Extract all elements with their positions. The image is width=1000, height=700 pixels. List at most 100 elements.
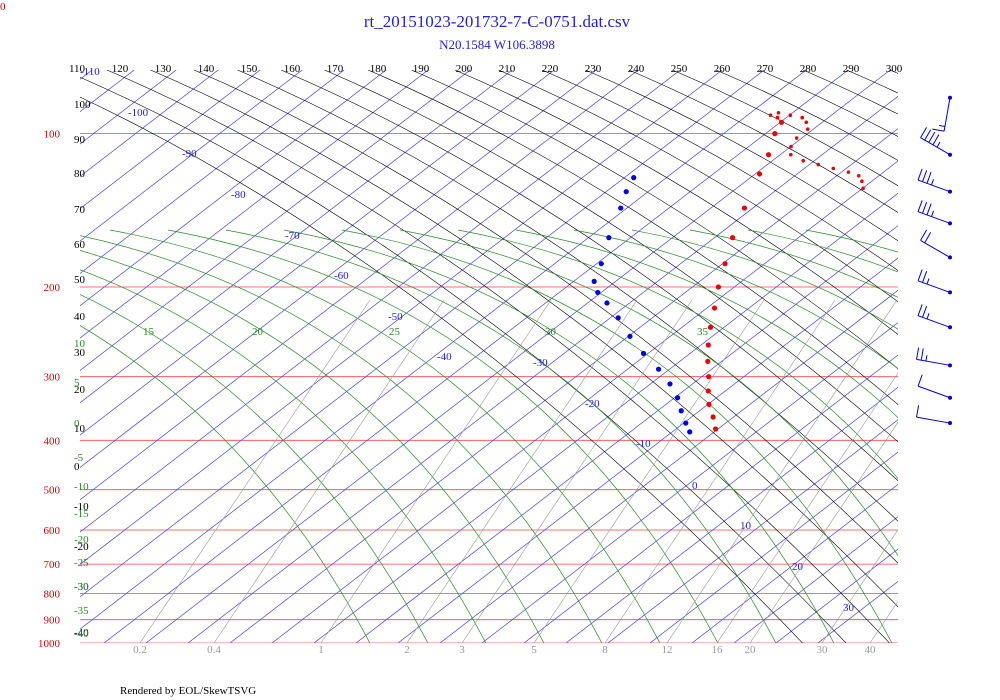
wind-barb-flag — [925, 355, 928, 362]
isotherm-line — [439, 289, 898, 643]
wind-barb-staff — [917, 280, 951, 293]
temperature-point — [711, 305, 718, 311]
isotherm-label: -110 — [80, 66, 100, 78]
theta-top-label: 160 — [284, 63, 301, 75]
wind-barb-flag — [922, 201, 928, 214]
wind-barb-staff — [920, 137, 951, 156]
theta-left-label: 50 — [74, 274, 86, 286]
isotherm-line — [103, 70, 849, 643]
dewpoint-point — [595, 289, 601, 296]
moist-adiabat-label: 0 — [74, 418, 80, 430]
pressure-label: 1000 — [38, 638, 61, 650]
isotherm-label: -50 — [388, 311, 403, 323]
dewpoint-point — [674, 395, 681, 401]
temperature-upper-point — [805, 127, 810, 131]
theta-top-label: 250 — [671, 63, 688, 75]
theta-top-label: 120 — [112, 63, 129, 75]
chart-title: rt_20151023-201732-7-C-0751.dat.csv — [364, 12, 631, 31]
mixing-ratio-line — [666, 299, 898, 643]
temperature-upper-point — [801, 158, 806, 163]
theta-top-label: 210 — [499, 63, 516, 75]
isotherm-line — [80, 70, 513, 404]
mixing-ratio-line — [749, 421, 898, 643]
theta-left-label: 90 — [74, 134, 86, 146]
temperature-point — [722, 261, 728, 267]
mixing-ratio-line — [139, 299, 371, 643]
theta-top-label: 130 — [155, 63, 172, 75]
isotherm-line — [80, 70, 93, 80]
wind-barb-flag — [930, 179, 934, 186]
theta-left-label: -30 — [74, 581, 89, 593]
moist-adiabat — [689, 229, 898, 298]
dewpoint-point — [618, 205, 624, 211]
dewpoint-point — [604, 300, 610, 306]
theta-top-label: 180 — [370, 63, 387, 75]
temperature-point — [707, 324, 714, 330]
dry-adiabat — [934, 70, 1000, 683]
isotherm-line — [229, 128, 898, 643]
dry-adiabat — [715, 70, 898, 161]
temperature-point — [741, 205, 748, 211]
theta-top-label: 150 — [241, 63, 258, 75]
isotherm-line — [271, 160, 898, 643]
isotherm-label: -40 — [437, 351, 452, 363]
temperature-upper-point — [800, 115, 805, 120]
isotherm-line — [355, 225, 898, 643]
wind-barb-flag — [926, 313, 930, 320]
moist-adiabat — [80, 250, 545, 643]
temperature-point — [756, 171, 763, 177]
dry-adiabat — [237, 70, 898, 522]
moist-adiabat-label: -20 — [74, 534, 89, 546]
wind-barb-staff — [916, 358, 951, 366]
isotherm-line — [145, 70, 891, 643]
moist-adiabat — [631, 229, 898, 330]
dry-adiabat — [150, 70, 898, 608]
theta-left-label: -10 — [74, 501, 89, 513]
dewpoint-point — [627, 333, 633, 339]
moist-adiabat — [747, 229, 898, 273]
wind-barb-flag — [916, 405, 920, 418]
isotherm-label: 20 — [792, 561, 804, 573]
moist-adiabat — [80, 294, 429, 643]
wind-barb-flag — [917, 374, 923, 387]
dry-adiabat — [541, 70, 898, 271]
moist-adiabat — [80, 269, 487, 643]
dry-adiabat — [759, 70, 898, 137]
moist-adiabat — [341, 229, 893, 643]
isotherm-line — [80, 70, 681, 533]
pressure-label: 300 — [44, 372, 61, 384]
wind-barb-flag — [936, 141, 941, 148]
isotherm-line — [80, 70, 765, 598]
theta-left-label: 100 — [74, 99, 91, 111]
mixing-ratio-label: 5 — [531, 644, 537, 656]
wind-barb-staff — [917, 211, 951, 224]
isotherm-line — [733, 516, 898, 643]
wind-barb-flag — [926, 203, 932, 216]
theta-top-label: 220 — [542, 63, 559, 75]
isotherm-label: -30 — [533, 357, 548, 369]
wind-barb-flag — [917, 269, 923, 281]
wind-barb-staff — [917, 315, 951, 328]
theta-top-label: 300 — [886, 63, 903, 75]
wind-barb-flag — [930, 210, 934, 217]
moist-adiabat-label: -35 — [74, 605, 89, 617]
wind-barb-staff — [917, 385, 951, 399]
moist-adiabat — [225, 229, 777, 643]
mixing-ratio-label: 40 — [865, 644, 877, 656]
isotherm-line — [565, 386, 898, 643]
theta-top-label: 260 — [714, 63, 731, 75]
temperature-point — [710, 414, 716, 420]
isotherm-line — [607, 419, 898, 643]
moist-adiabat-label: 5 — [74, 377, 80, 389]
temperature-upper-point — [776, 110, 781, 115]
mixing-ratio-label: 2 — [404, 644, 410, 656]
mixing-ratio-label: 0.2 — [133, 644, 147, 656]
moist-adiabat-label: -15 — [74, 508, 89, 520]
isotherm-line — [817, 580, 898, 643]
dry-adiabat — [324, 70, 898, 443]
isotherm-line — [80, 70, 471, 371]
wind-barb-flag — [922, 305, 928, 318]
wind-barb-flag — [932, 128, 945, 132]
theta-top-label: 170 — [327, 63, 344, 75]
temperature-upper-point — [779, 120, 784, 125]
